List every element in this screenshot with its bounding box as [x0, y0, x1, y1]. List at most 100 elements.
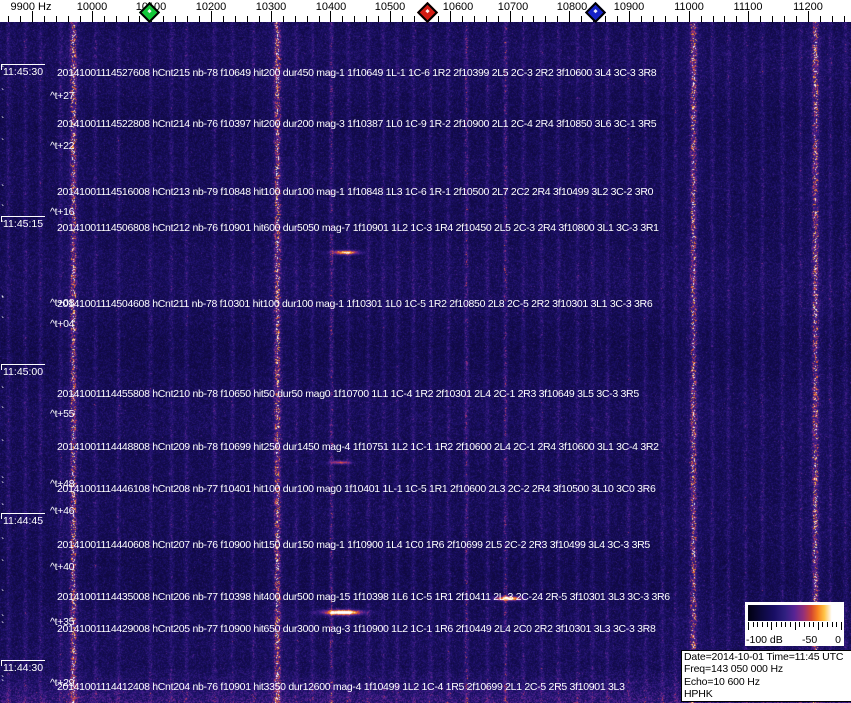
freq-tick	[700, 16, 702, 22]
freq-tick	[330, 11, 332, 22]
left-edge-tick: `	[1, 116, 5, 127]
freq-tick	[402, 16, 404, 22]
freq-tick	[676, 16, 678, 22]
freq-axis-label: 10500	[374, 1, 406, 13]
freq-tick	[139, 16, 141, 22]
freq-tick	[20, 16, 22, 22]
left-edge-tick: `	[1, 537, 5, 548]
spectrogram-canvas[interactable]	[0, 22, 851, 703]
freq-axis-label: 11000	[674, 1, 704, 13]
legend-tick	[752, 622, 754, 627]
legend-tick	[808, 622, 810, 627]
freq-axis-label: 10000	[76, 1, 108, 13]
left-edge-tick: `	[1, 589, 5, 600]
legend-tick	[775, 622, 777, 627]
freq-tick	[127, 16, 129, 22]
freq-tick	[378, 16, 380, 22]
legend-tick	[841, 622, 842, 630]
time-axis-label: 11:45:30	[1, 64, 46, 78]
legend-tick	[803, 622, 805, 627]
left-edge-tick: `	[1, 220, 5, 231]
left-edge-tick: `	[1, 138, 5, 149]
legend-tick	[785, 622, 787, 627]
legend-tick	[748, 622, 749, 630]
freq-tick	[187, 16, 189, 22]
detection-log-line: 20141001114440608 hCnt207 nb-76 f10900 h…	[57, 539, 650, 551]
detection-log-line: 20141001114448808 hCnt209 nb-78 f10699 h…	[57, 441, 659, 453]
freq-tick	[91, 11, 93, 22]
legend-tick	[799, 622, 801, 627]
freq-tick	[67, 16, 69, 22]
legend-tick	[794, 622, 796, 630]
status-info-box: Date=2014-10-01 Time=11:45 UTC Freq=143 …	[681, 650, 851, 702]
detection-log-line: 20141001114527608 hCnt215 nb-78 f10649 h…	[57, 67, 657, 79]
freq-tick	[485, 16, 487, 22]
freq-tick	[258, 16, 260, 22]
detection-log-line: 20141001114435008 hCnt206 nb-77 f10398 h…	[57, 591, 670, 603]
freq-tick	[736, 16, 738, 22]
freq-axis-label: 9900 Hz	[10, 1, 52, 13]
freq-tick	[223, 16, 224, 22]
freq-tick	[163, 16, 165, 22]
legend-tick	[813, 622, 815, 627]
frequency-ruler[interactable]: 9900 Hz100001010010200103001040010500106…	[0, 0, 851, 24]
freq-axis-label: 10900	[613, 1, 645, 13]
legend-scale-ticks	[748, 622, 842, 631]
legend-tick	[762, 622, 763, 627]
freq-axis-label: 10800	[556, 1, 588, 13]
detection-offset-label: ^t+55	[50, 408, 75, 420]
red-diamond-marker[interactable]	[416, 1, 439, 24]
freq-tick	[43, 16, 45, 22]
freq-tick	[437, 16, 439, 22]
freq-tick	[784, 16, 786, 22]
freq-tick	[211, 11, 213, 22]
left-edge-tick: `	[1, 295, 5, 306]
left-edge-tick: `	[1, 65, 5, 76]
left-edge-tick: `	[1, 316, 5, 327]
left-edge-tick: `	[1, 675, 5, 686]
freq-axis-label: 10700	[497, 1, 529, 13]
left-edge-tick: `	[1, 481, 5, 492]
freq-tick	[843, 16, 845, 22]
freq-tick	[581, 16, 583, 22]
detection-log-line: 20141001114504608 hCnt211 nb-78 f10301 h…	[57, 298, 653, 310]
legend-tick	[831, 622, 833, 627]
freq-tick	[640, 16, 642, 22]
legend-tick	[780, 622, 782, 627]
freq-axis-label: 10600	[442, 1, 474, 13]
left-edge-tick: `	[1, 406, 5, 417]
left-edge-tick: `	[1, 386, 5, 397]
detection-offset-label: ^t+08	[50, 297, 75, 309]
detection-log-line: 20141001114516008 hCnt213 nb-79 f10848 h…	[57, 186, 654, 198]
left-edge-tick: `	[1, 679, 5, 690]
legend-tick	[771, 622, 773, 630]
freq-tick	[664, 16, 666, 22]
left-edge-tick: `	[1, 184, 5, 195]
freq-tick	[652, 16, 654, 22]
detection-log-line: 20141001114455808 hCnt210 nb-78 f10650 h…	[57, 388, 639, 400]
detection-offset-label: ^t+46	[50, 505, 75, 517]
freq-tick	[509, 11, 511, 22]
freq-tick	[724, 16, 726, 22]
legend-tick	[789, 622, 791, 627]
legend-min-label: -100 dB	[746, 634, 783, 646]
legend-max-label: 0	[835, 634, 841, 646]
time-axis-label: 11:45:15	[1, 216, 46, 230]
left-edge-tick: `	[1, 559, 5, 570]
freq-tick	[354, 16, 356, 22]
left-edge-tick: `	[1, 503, 5, 514]
left-edge-tick: `	[1, 621, 5, 632]
freq-tick	[8, 16, 10, 22]
detection-offset-label: ^t+29	[50, 677, 75, 689]
freq-tick	[569, 11, 571, 22]
freq-tick	[545, 16, 547, 22]
freq-tick	[808, 11, 809, 22]
freq-tick	[294, 16, 296, 22]
detection-offset-label: ^t+16	[50, 206, 75, 218]
blue-diamond-marker[interactable]	[584, 1, 607, 24]
freq-tick	[234, 16, 236, 22]
freq-axis-label: 10300	[255, 1, 287, 13]
detection-offset-label: ^t+22	[50, 140, 75, 152]
freq-tick	[473, 16, 475, 22]
